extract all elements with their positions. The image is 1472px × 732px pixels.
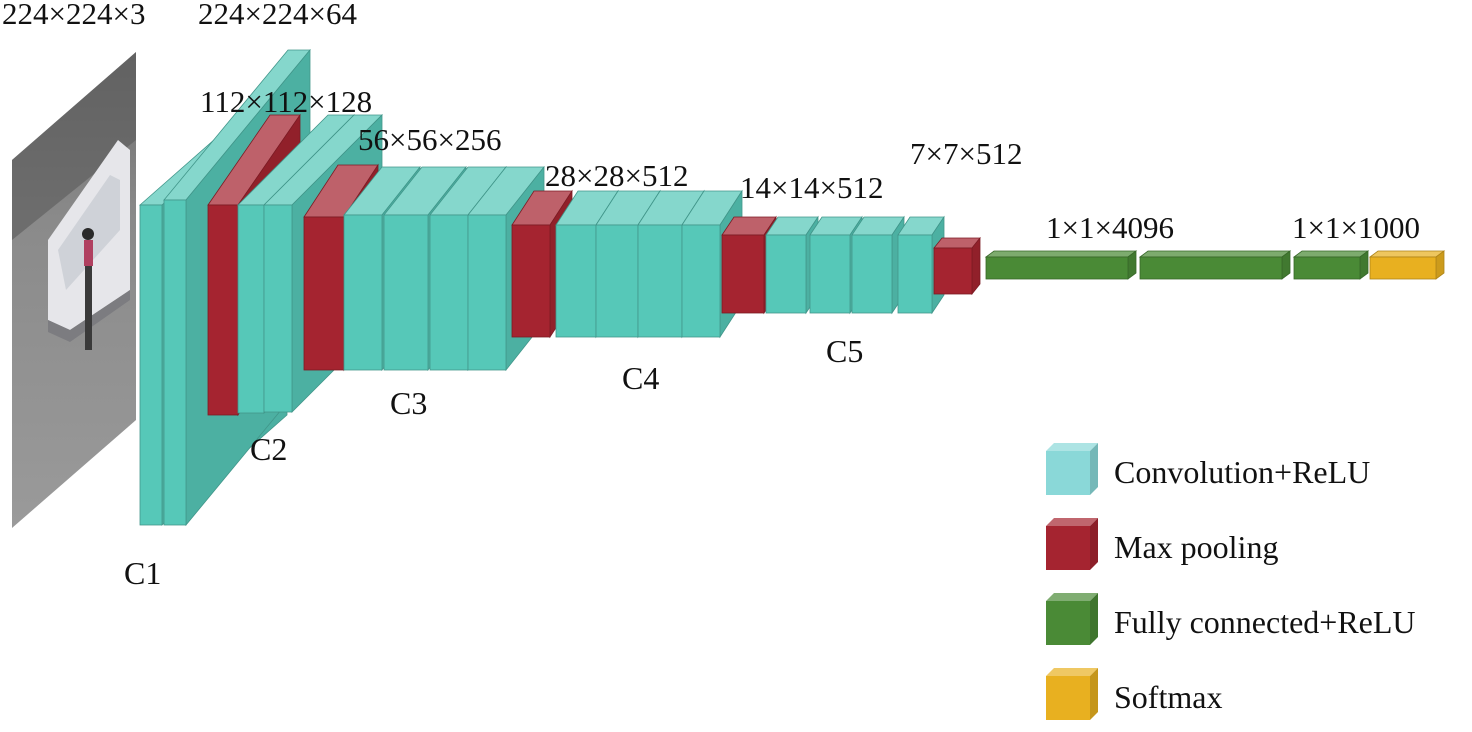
legend-label: Softmax bbox=[1114, 679, 1222, 715]
stage-label-c4: C4 bbox=[622, 360, 659, 396]
pedestrian-in-photo bbox=[82, 228, 94, 350]
layer-softmax-25 bbox=[1368, 250, 1446, 280]
legend-swatch bbox=[1046, 601, 1090, 645]
stage-label-c2: C2 bbox=[250, 431, 287, 467]
stage-label-c5: C5 bbox=[826, 333, 863, 369]
dimension-label: 56×56×256 bbox=[358, 122, 501, 157]
layer-conv-19 bbox=[851, 215, 905, 315]
dimension-label: 28×28×512 bbox=[545, 158, 688, 193]
dimension-label: 112×112×128 bbox=[200, 84, 372, 119]
legend-label: Convolution+ReLU bbox=[1114, 454, 1370, 490]
legend: Convolution+ReLU Max pooling Fully connect… bbox=[1046, 443, 1416, 720]
legend-swatch bbox=[1046, 451, 1090, 495]
dimension-label: 14×14×512 bbox=[740, 170, 883, 205]
layer-pool-21 bbox=[933, 236, 981, 296]
layer-fc-23 bbox=[1138, 250, 1292, 280]
dimension-label: 1×1×4096 bbox=[1046, 210, 1174, 245]
legend-item-4: Softmax bbox=[1046, 668, 1222, 720]
layer-fc-22 bbox=[984, 250, 1138, 280]
layer-fc-24 bbox=[1292, 250, 1370, 280]
layer-stack bbox=[138, 48, 1446, 527]
stage-label-c3: C3 bbox=[390, 385, 427, 421]
legend-label: Fully connected+ReLU bbox=[1114, 604, 1416, 640]
legend-item-3: Fully connected+ReLU bbox=[1046, 593, 1416, 645]
legend-item-1: Convolution+ReLU bbox=[1046, 443, 1370, 495]
stage-label-c1: C1 bbox=[124, 555, 161, 591]
legend-label: Max pooling bbox=[1114, 529, 1278, 565]
legend-swatch bbox=[1046, 526, 1090, 570]
dimension-label: 7×7×512 bbox=[910, 136, 1022, 171]
dimension-label: 224×224×64 bbox=[198, 0, 357, 31]
input-image bbox=[12, 52, 136, 528]
dimension-label: 224×224×3 bbox=[2, 0, 145, 31]
legend-item-2: Max pooling bbox=[1046, 518, 1278, 570]
legend-swatch bbox=[1046, 676, 1090, 720]
dimension-label: 1×1×1000 bbox=[1292, 210, 1420, 245]
